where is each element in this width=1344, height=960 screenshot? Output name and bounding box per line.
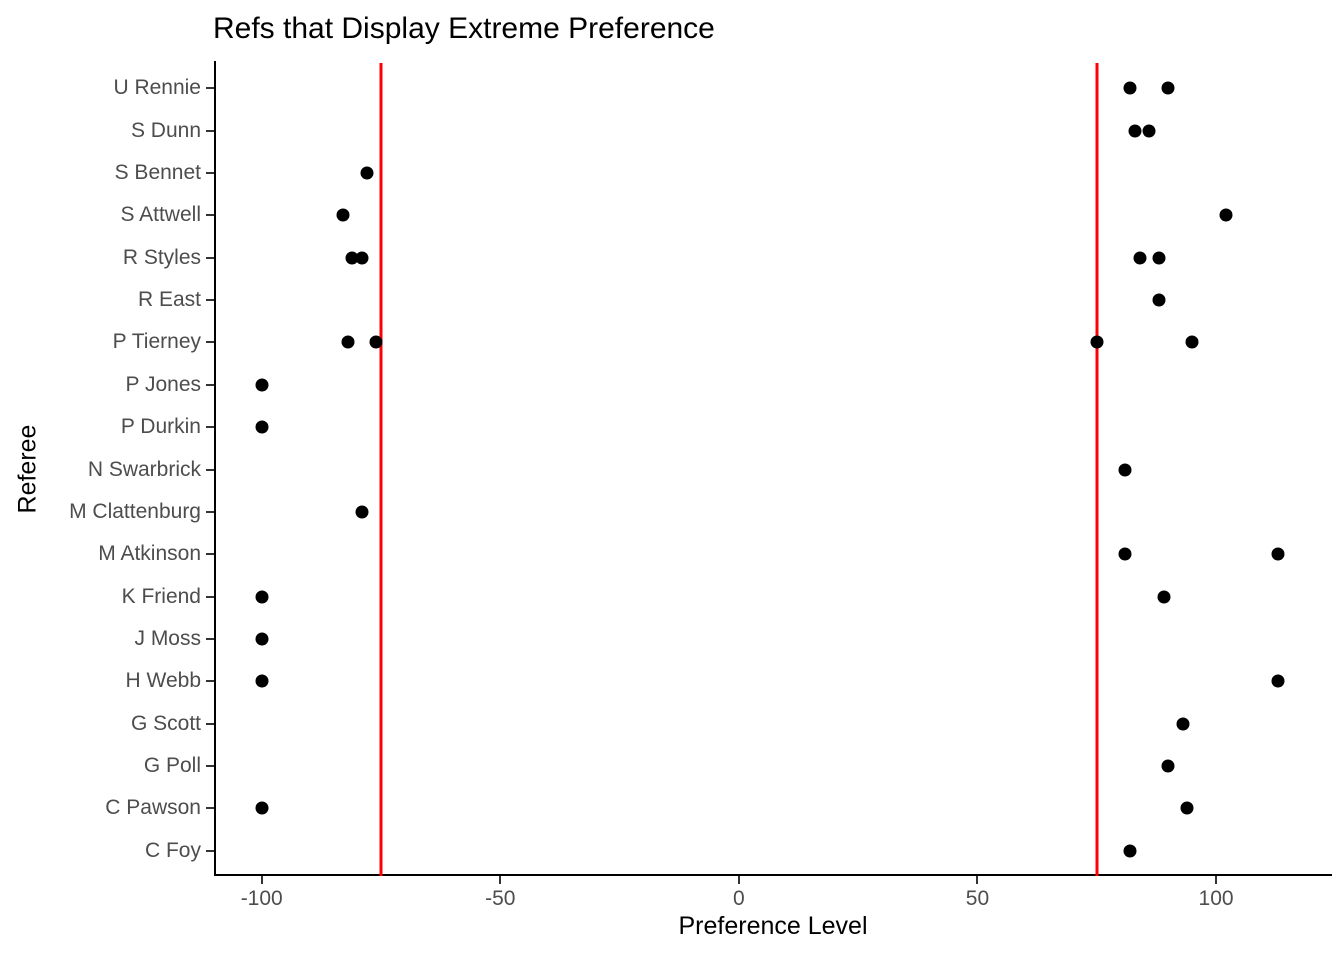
y-tick-mark — [206, 341, 214, 344]
x-tick-label: 50 — [965, 887, 990, 910]
data-point — [341, 335, 355, 349]
x-tick-label: 0 — [733, 887, 745, 910]
y-tick-mark — [206, 426, 214, 429]
data-point — [369, 335, 383, 349]
data-point — [255, 674, 269, 688]
data-point — [1185, 335, 1199, 349]
data-point — [1271, 674, 1285, 688]
x-tick-mark — [976, 876, 979, 884]
y-tick-label: S Bennet — [114, 161, 201, 185]
data-point — [1133, 251, 1147, 265]
data-point — [1157, 590, 1171, 604]
x-tick-mark — [499, 876, 502, 884]
data-point — [255, 378, 269, 392]
y-tick-mark — [206, 637, 214, 640]
y-tick-mark — [206, 299, 214, 302]
data-point — [1161, 81, 1175, 95]
y-tick-label: R Styles — [122, 245, 201, 269]
x-axis-line — [214, 874, 1332, 876]
y-tick-label: M Atkinson — [98, 542, 201, 566]
y-tick-mark — [206, 553, 214, 556]
data-point — [1219, 208, 1233, 222]
x-tick-mark — [1215, 876, 1218, 884]
data-point — [1142, 124, 1156, 138]
y-tick-label: M Clattenburg — [69, 499, 201, 523]
data-point — [1152, 251, 1166, 265]
y-tick-mark — [206, 595, 214, 598]
data-point — [1180, 801, 1194, 815]
x-tick-label: -100 — [240, 887, 283, 910]
y-tick-mark — [206, 510, 214, 513]
y-tick-mark — [206, 807, 214, 810]
y-tick-label: J Moss — [134, 626, 201, 650]
y-axis-title: Referee — [13, 424, 42, 514]
y-tick-mark — [206, 764, 214, 767]
x-tick-mark — [737, 876, 740, 884]
y-tick-label: P Durkin — [120, 415, 201, 439]
plot-area: Preference Level -100 -50 0 50 100 U Rennie S … — [69, 61, 1332, 940]
data-point — [355, 505, 369, 519]
y-tick-label: G Scott — [130, 711, 201, 735]
y-tick-label: G Poll — [143, 753, 201, 777]
y-tick-mark — [206, 383, 214, 386]
y-tick-mark — [206, 468, 214, 471]
data-point — [1271, 547, 1285, 561]
data-point — [255, 632, 269, 646]
data-point — [1128, 124, 1142, 138]
y-tick-label: C Pawson — [105, 796, 201, 820]
data-point — [1123, 844, 1137, 858]
y-tick-mark — [206, 849, 214, 852]
chart-title: Refs that Display Extreme Preference — [213, 12, 715, 45]
y-tick-label: K Friend — [121, 584, 201, 608]
reference-line — [379, 63, 383, 876]
data-point — [1161, 759, 1175, 773]
data-point — [255, 420, 269, 434]
data-point — [336, 208, 350, 222]
y-tick-label: R East — [137, 288, 201, 312]
data-point — [1176, 717, 1190, 731]
data-point — [1118, 463, 1132, 476]
data-point — [355, 251, 369, 265]
y-tick-label: H Webb — [125, 669, 201, 693]
y-tick-mark — [206, 172, 214, 175]
reference-line — [1095, 63, 1099, 876]
y-tick-mark — [206, 129, 214, 132]
y-tick-mark — [206, 722, 214, 725]
x-tick-mark — [260, 876, 263, 884]
y-tick-mark — [206, 87, 214, 90]
y-tick-label: U Rennie — [113, 76, 201, 100]
data-point — [255, 590, 269, 604]
x-axis-title: Preference Level — [678, 912, 868, 940]
y-tick-label: P Jones — [125, 372, 202, 396]
x-tick-label: 100 — [1198, 887, 1234, 910]
y-tick-mark — [206, 256, 214, 259]
y-tick-label: N Swarbrick — [87, 457, 201, 481]
data-point — [1123, 81, 1137, 95]
y-tick-mark — [206, 680, 214, 683]
x-tick-label: -50 — [485, 887, 516, 910]
y-tick-label: C Foy — [144, 838, 201, 862]
y-tick-mark — [206, 214, 214, 217]
data-point — [1118, 547, 1132, 561]
data-point — [1090, 335, 1104, 349]
y-tick-label: P Tierney — [112, 330, 201, 354]
y-tick-label: S Attwell — [120, 203, 201, 227]
data-point — [1152, 293, 1166, 307]
data-point — [360, 166, 374, 180]
y-tick-label: S Dunn — [130, 118, 201, 142]
y-axis-line — [214, 61, 216, 876]
data-point — [255, 801, 269, 815]
